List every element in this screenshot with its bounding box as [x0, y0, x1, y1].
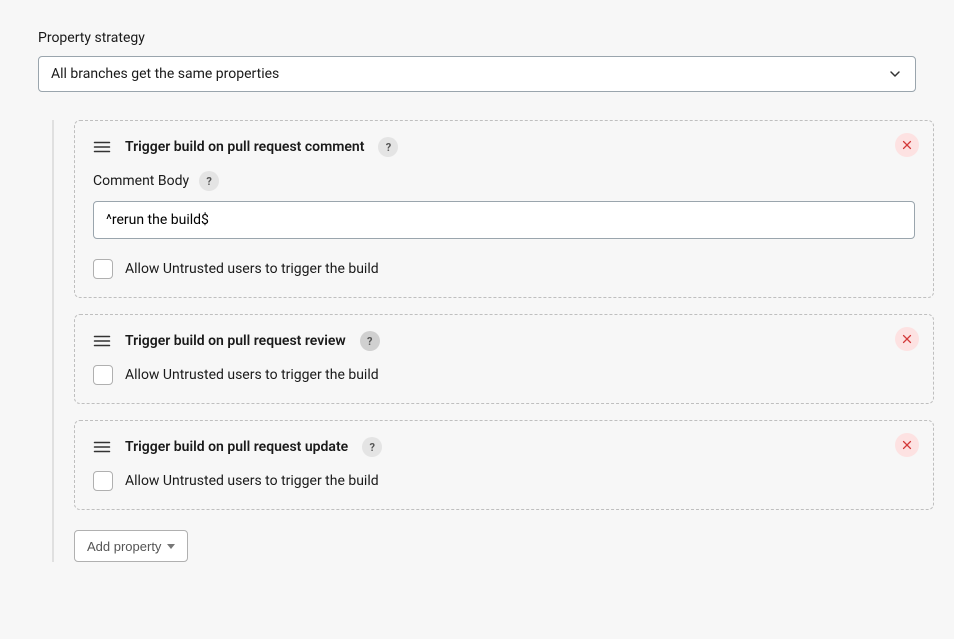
property-card-trigger-review: Trigger build on pull request review ? A…	[74, 314, 934, 404]
allow-untrusted-checkbox[interactable]	[93, 471, 113, 491]
drag-handle-icon[interactable]	[93, 440, 111, 454]
delete-property-button[interactable]	[895, 133, 919, 157]
add-property-button[interactable]: Add property	[74, 530, 188, 562]
property-strategy-select[interactable]: All branches get the same properties	[38, 56, 916, 92]
allow-untrusted-label: Allow Untrusted users to trigger the bui…	[125, 367, 379, 383]
allow-untrusted-label: Allow Untrusted users to trigger the bui…	[125, 261, 379, 277]
property-strategy-panel: Property strategy All branches get the s…	[0, 0, 954, 639]
add-property-label: Add property	[87, 539, 161, 554]
property-title: Trigger build on pull request comment	[125, 139, 364, 155]
chevron-down-icon	[887, 66, 903, 82]
drag-handle-icon[interactable]	[93, 334, 111, 348]
drag-handle-icon[interactable]	[93, 140, 111, 154]
caret-down-icon	[167, 544, 175, 549]
close-icon	[901, 139, 913, 151]
property-strategy-label: Property strategy	[20, 18, 934, 56]
comment-body-label: Comment Body	[93, 173, 189, 189]
close-icon	[901, 333, 913, 345]
delete-property-button[interactable]	[895, 433, 919, 457]
select-value: All branches get the same properties	[51, 66, 279, 82]
delete-property-button[interactable]	[895, 327, 919, 351]
allow-untrusted-checkbox[interactable]	[93, 259, 113, 279]
properties-list: Trigger build on pull request comment ? …	[52, 120, 934, 562]
help-icon[interactable]: ?	[199, 171, 219, 191]
property-title: Trigger build on pull request update	[125, 439, 348, 455]
allow-untrusted-label: Allow Untrusted users to trigger the bui…	[125, 473, 379, 489]
property-title: Trigger build on pull request review	[125, 333, 346, 349]
help-icon[interactable]: ?	[362, 437, 382, 457]
property-card-trigger-update: Trigger build on pull request update ? A…	[74, 420, 934, 510]
property-card-trigger-comment: Trigger build on pull request comment ? …	[74, 120, 934, 298]
comment-body-input[interactable]	[93, 201, 915, 239]
help-icon[interactable]: ?	[378, 137, 398, 157]
allow-untrusted-checkbox[interactable]	[93, 365, 113, 385]
help-icon[interactable]: ?	[360, 331, 380, 351]
close-icon	[901, 439, 913, 451]
